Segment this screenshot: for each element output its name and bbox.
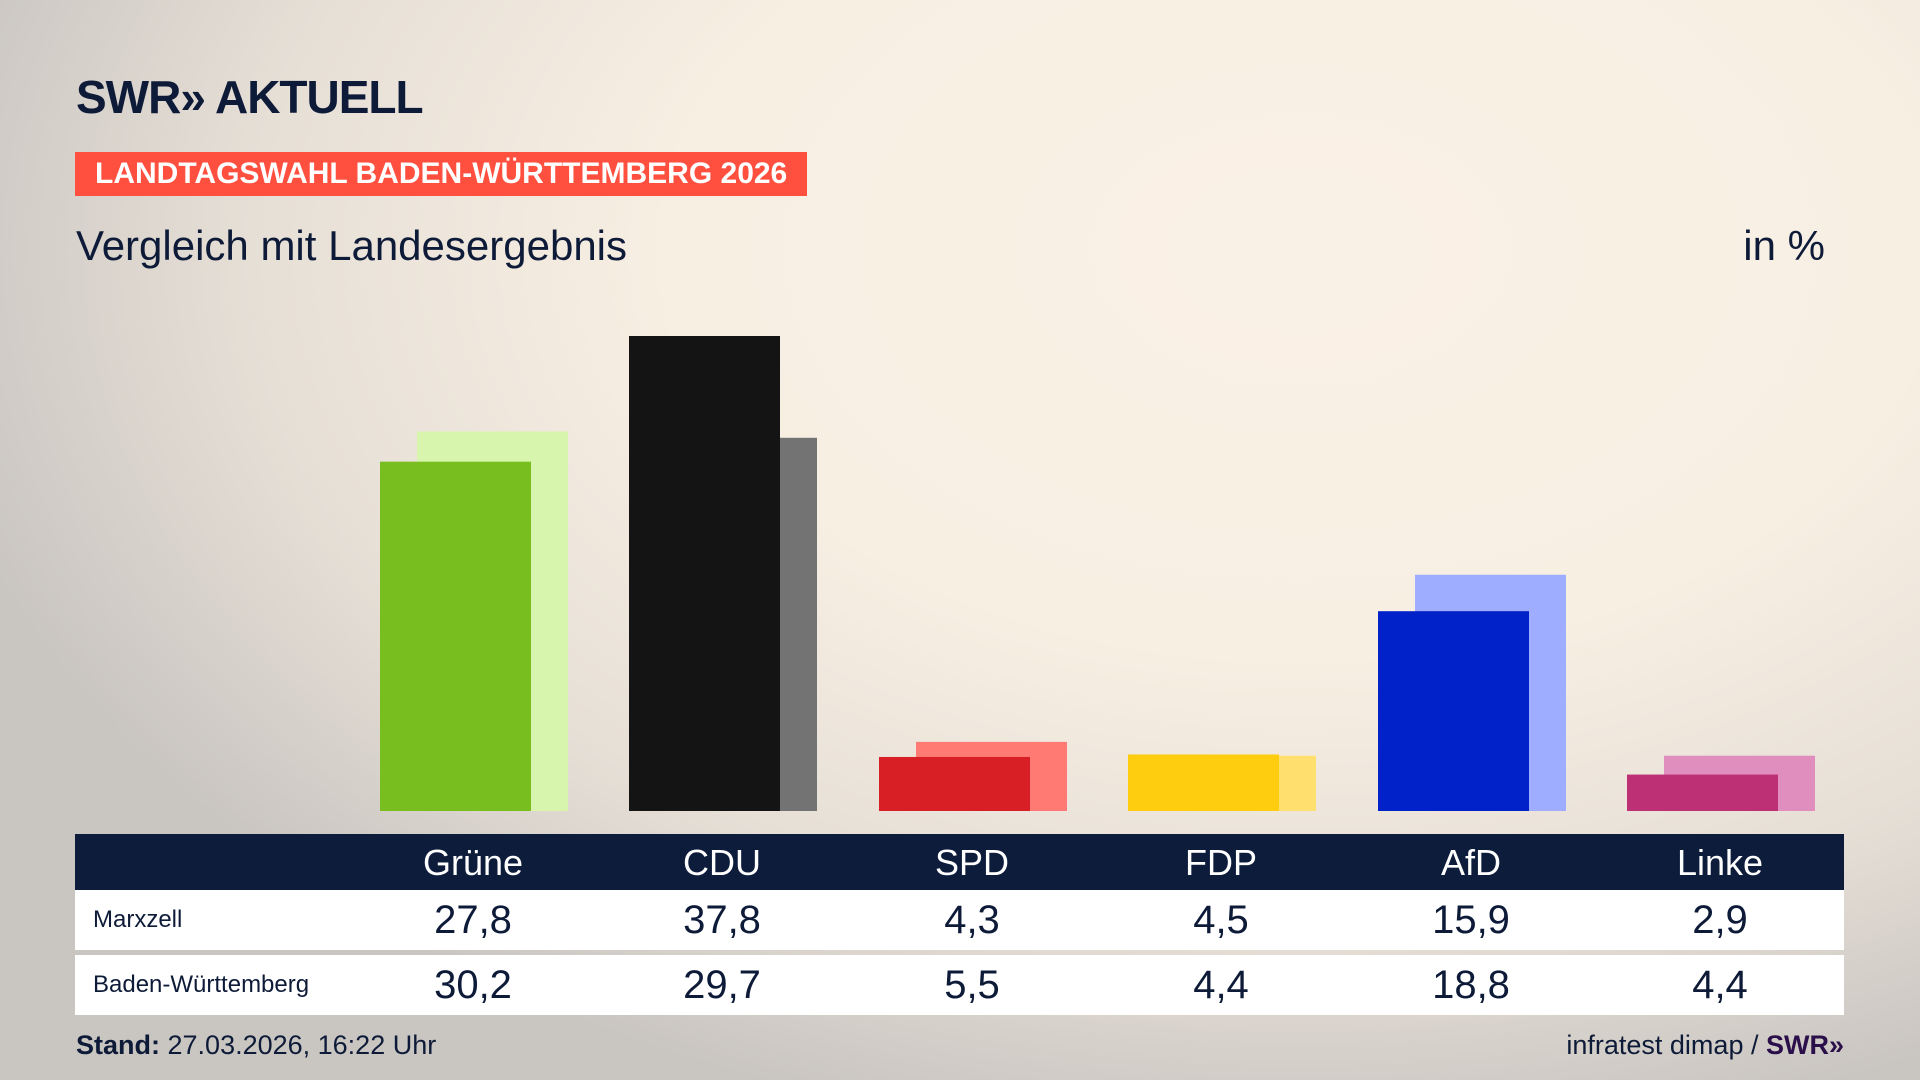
value-cell: 15,9 <box>1432 898 1510 942</box>
swr-aktuell-logo: SWR» AKTUELL <box>76 71 424 123</box>
party-header: CDU <box>683 842 761 883</box>
bar-marxzell-linke <box>1627 774 1778 811</box>
chart-subtitle: Vergleich mit Landesergebnis <box>76 222 628 269</box>
value-cell: 4,4 <box>1193 963 1249 1007</box>
value-cell: 27,8 <box>434 898 512 942</box>
value-cell: 37,8 <box>683 898 761 942</box>
bar-marxzell-cdu <box>629 336 780 811</box>
stand-label: Stand: <box>76 1030 160 1060</box>
value-cell: 2,9 <box>1692 898 1748 942</box>
value-cell: 4,5 <box>1193 898 1249 942</box>
bar-marxzell-grüne <box>380 461 531 811</box>
bar-marxzell-afd <box>1378 611 1529 811</box>
party-header: AfD <box>1440 842 1502 883</box>
value-cell: 18,8 <box>1432 963 1510 1007</box>
unit-label: in % <box>1743 222 1825 269</box>
party-header: Grüne <box>422 842 524 883</box>
value-cell: 30,2 <box>434 963 512 1007</box>
party-header: Linke <box>1676 842 1764 883</box>
bar-marxzell-fdp <box>1128 754 1279 811</box>
source: infratest dimap / SWR» <box>1566 1030 1844 1061</box>
results-table: Grüne CDU SPD FDP AfD Linke Marxzell 27,8 37,8 4… <box>75 834 1844 1020</box>
election-banner: LANDTAGSWAHL BADEN-WÜRTTEMBERG 2026 <box>75 152 808 196</box>
row-label: Baden-Württemberg <box>93 971 310 998</box>
value-cell: 5,5 <box>944 963 1000 1007</box>
timestamp: Stand: 27.03.2026, 16:22 Uhr <box>76 1030 436 1061</box>
party-header: FDP <box>1185 842 1257 883</box>
stand-value: 27.03.2026, 16:22 Uhr <box>167 1030 437 1060</box>
table-header: Grüne CDU SPD FDP AfD Linke <box>75 834 1844 890</box>
source-text: infratest dimap / <box>1566 1030 1759 1060</box>
row-label: Marxzell <box>93 906 183 933</box>
value-cell: 4,4 <box>1692 963 1748 1007</box>
swr-logo: SWR» <box>1765 1030 1844 1060</box>
value-cell: 4,3 <box>944 898 1000 942</box>
party-header: SPD <box>934 842 1010 883</box>
table-row: Baden-Württemberg 30,2 29,7 5,5 4,4 18,8 4,4 <box>75 955 1844 1015</box>
bar-marxzell-spd <box>879 756 1030 811</box>
value-cell: 29,7 <box>683 963 761 1007</box>
table-row: Marxzell 27,8 37,8 4,3 4,5 15,9 2,9 <box>75 890 1844 950</box>
